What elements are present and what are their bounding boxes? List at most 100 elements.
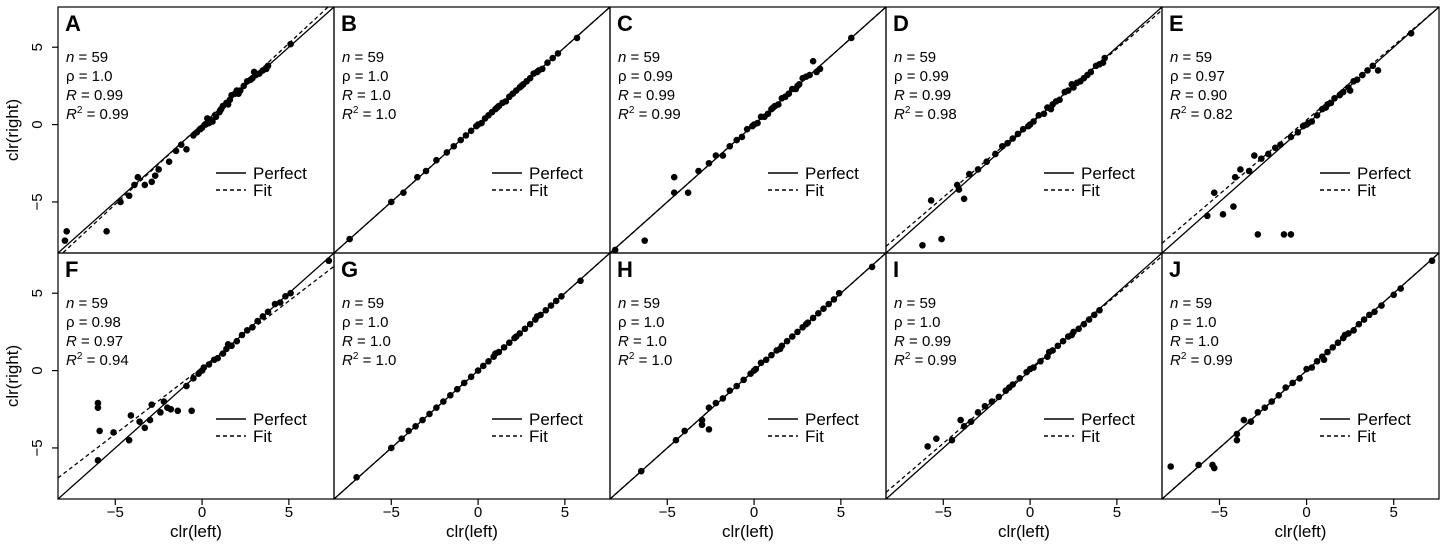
- data-point: [1254, 231, 1262, 238]
- data-point: [1329, 344, 1337, 351]
- data-point: [1005, 384, 1013, 391]
- data-point: [825, 300, 833, 308]
- data-point: [151, 172, 159, 179]
- data-point: [1308, 364, 1316, 371]
- data-point: [957, 416, 964, 424]
- legend-fit-label: Fit: [253, 427, 272, 446]
- data-point: [794, 328, 801, 336]
- data-point: [160, 398, 168, 405]
- legend-perfect-label: Perfect: [529, 164, 583, 183]
- data-point: [212, 113, 220, 121]
- data-point: [988, 398, 996, 405]
- stat-rho: ρ = 1.0: [618, 314, 664, 331]
- data-point: [1313, 112, 1321, 119]
- panel-letter: B: [341, 11, 357, 36]
- stat-r2: R2 = 0.99: [894, 351, 957, 369]
- data-point: [433, 156, 440, 164]
- data-point: [783, 337, 791, 345]
- data-point: [794, 82, 801, 90]
- data-point: [547, 302, 555, 309]
- data-point: [177, 141, 185, 148]
- data-point: [698, 416, 706, 424]
- data-point: [250, 68, 258, 76]
- data-point: [131, 181, 138, 189]
- stat-r: R = 0.99: [894, 87, 951, 104]
- data-point: [815, 310, 822, 317]
- data-point: [325, 257, 333, 265]
- stat-r2: R2 = 0.99: [1170, 351, 1233, 369]
- data-point: [209, 118, 216, 125]
- panel-letter: F: [65, 257, 78, 282]
- fit-line: [886, 255, 1162, 493]
- data-point: [422, 167, 430, 175]
- data-point: [1195, 461, 1202, 469]
- stat-r2: R2 = 0.99: [66, 105, 129, 123]
- x-tick-label: 5: [561, 504, 569, 521]
- data-point: [141, 424, 149, 432]
- x-tick-label: −5: [935, 504, 952, 521]
- data-point: [264, 308, 272, 316]
- stat-n: n = 59: [1170, 295, 1212, 312]
- data-point: [467, 373, 475, 381]
- data-point: [698, 421, 706, 429]
- stat-rho: ρ = 1.0: [342, 68, 388, 85]
- data-point: [740, 376, 747, 384]
- data-point: [1026, 121, 1034, 128]
- data-point: [462, 132, 470, 139]
- data-point: [868, 263, 876, 271]
- data-point: [955, 186, 963, 193]
- y-tick-label: 5: [29, 43, 46, 51]
- legend-perfect-label: Perfect: [1357, 164, 1411, 183]
- data-point: [1324, 348, 1331, 356]
- data-point: [1369, 62, 1377, 70]
- data-point: [762, 356, 770, 364]
- data-point: [1289, 379, 1296, 387]
- data-point: [785, 90, 793, 97]
- data-point: [450, 142, 458, 150]
- stat-n: n = 59: [66, 49, 108, 66]
- data-point: [183, 146, 190, 153]
- legend-fit-label: Fit: [805, 427, 824, 446]
- data-point: [1264, 150, 1272, 158]
- data-point: [493, 104, 501, 111]
- stat-rho: ρ = 1.0: [342, 314, 388, 331]
- data-point: [526, 320, 534, 328]
- data-point: [1282, 384, 1289, 391]
- data-point: [1014, 130, 1022, 138]
- data-point: [1390, 291, 1398, 299]
- data-point: [670, 173, 678, 181]
- data-point: [999, 142, 1006, 150]
- data-point: [433, 404, 440, 412]
- data-point: [1056, 96, 1063, 104]
- data-point: [224, 340, 232, 348]
- data-point: [1346, 87, 1354, 94]
- stat-n: n = 59: [1170, 49, 1212, 66]
- data-point: [1287, 133, 1295, 141]
- data-point: [1359, 71, 1366, 79]
- data-point: [1245, 167, 1253, 175]
- data-point: [733, 136, 741, 144]
- data-point: [641, 237, 649, 244]
- panel-letter: J: [1169, 257, 1181, 282]
- perfect-line: [1162, 7, 1439, 253]
- data-point: [94, 404, 102, 412]
- data-point: [1064, 87, 1072, 94]
- data-point: [1203, 212, 1211, 220]
- data-point: [1254, 409, 1262, 416]
- data-point: [1233, 430, 1241, 438]
- data-point: [1016, 375, 1023, 382]
- data-point: [1296, 375, 1303, 382]
- data-point: [167, 405, 175, 413]
- data-point: [820, 305, 827, 312]
- data-point: [924, 443, 931, 450]
- data-point: [938, 235, 945, 243]
- panel-letter: G: [341, 257, 358, 282]
- x-tick-label: 5: [1113, 504, 1121, 521]
- axes-layer: −5 0 5 clr(right) −5 0 5 clr(right) −5 0 5 clr(left…: [3, 43, 1398, 541]
